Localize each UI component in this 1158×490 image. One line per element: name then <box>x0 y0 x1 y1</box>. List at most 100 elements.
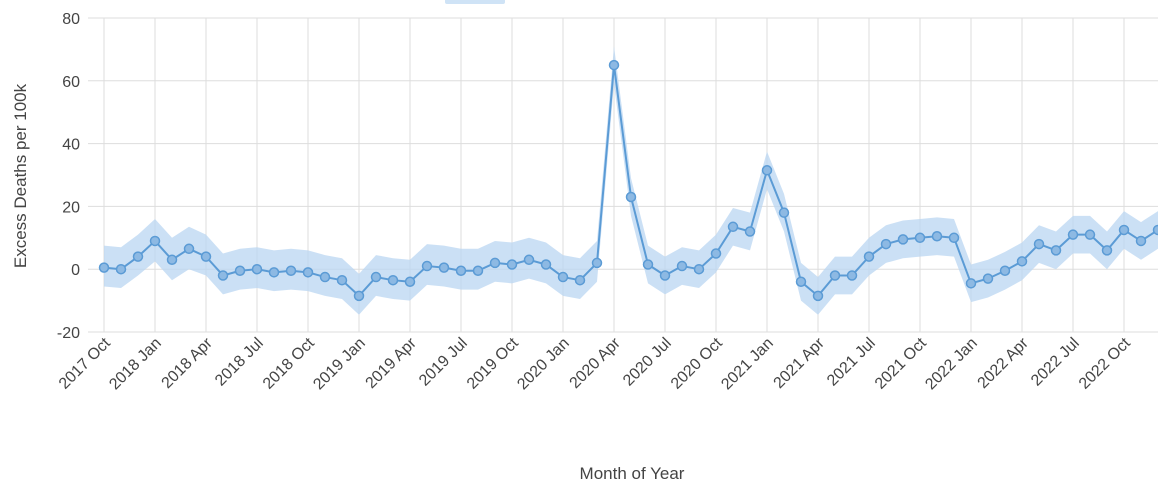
y-tick-label: 20 <box>62 199 80 216</box>
data-point[interactable] <box>761 165 773 176</box>
data-point[interactable] <box>863 251 875 262</box>
data-point[interactable] <box>421 260 433 272</box>
data-point[interactable] <box>115 263 127 275</box>
data-point[interactable] <box>183 243 195 255</box>
y-axis-ticks: -20 0 20 40 60 80 <box>57 11 80 342</box>
data-point[interactable] <box>132 251 144 262</box>
data-point[interactable] <box>506 259 518 270</box>
data-point[interactable] <box>404 276 416 288</box>
data-point[interactable] <box>1033 238 1045 250</box>
data-point[interactable] <box>710 248 722 259</box>
data-point[interactable] <box>744 226 756 237</box>
data-point[interactable] <box>472 265 484 277</box>
data-point[interactable] <box>727 221 739 233</box>
data-points-layer <box>98 59 1158 302</box>
y-tick-label: 40 <box>62 137 80 154</box>
data-point[interactable] <box>1101 245 1113 256</box>
x-tick-label: 2020 Apr <box>567 334 625 392</box>
data-point[interactable] <box>948 232 960 244</box>
data-point[interactable] <box>931 230 943 242</box>
x-tick-label: 2019 Jan <box>310 335 369 394</box>
confidence-band <box>104 46 1158 315</box>
x-tick-label: 2021 Oct <box>872 334 930 392</box>
x-tick-label: 2021 Jan <box>718 335 777 394</box>
x-tick-label: 2019 Oct <box>464 334 522 392</box>
data-point[interactable] <box>268 267 280 278</box>
data-point[interactable] <box>999 265 1011 277</box>
data-point[interactable] <box>217 270 229 281</box>
data-point[interactable] <box>1067 229 1079 240</box>
data-point[interactable] <box>574 274 586 286</box>
data-point[interactable] <box>523 254 535 266</box>
y-axis-title: Excess Deaths per 100k <box>11 83 30 268</box>
data-point[interactable] <box>1152 224 1158 236</box>
x-tick-label: 2019 Jul <box>416 335 471 390</box>
x-tick-label: 2018 Apr <box>159 334 217 392</box>
data-point[interactable] <box>795 276 807 288</box>
x-tick-label: 2018 Jul <box>212 335 267 390</box>
data-point[interactable] <box>285 265 297 277</box>
data-point[interactable] <box>149 235 161 247</box>
x-tick-label: 2022 Apr <box>975 334 1033 392</box>
x-tick-label: 2018 Oct <box>260 334 318 392</box>
data-point[interactable] <box>591 257 603 269</box>
data-point[interactable] <box>982 273 994 284</box>
data-point[interactable] <box>540 259 552 270</box>
data-point[interactable] <box>319 271 331 283</box>
y-tick-label: -20 <box>57 325 80 342</box>
y-tick-label: 0 <box>71 262 80 279</box>
confidence-band-layer <box>104 46 1158 315</box>
data-point[interactable] <box>676 260 688 272</box>
data-point[interactable] <box>251 263 263 275</box>
x-tick-label: 2022 Jul <box>1028 335 1083 390</box>
x-tick-label: 2018 Jan <box>106 335 165 394</box>
x-tick-label: 2020 Jul <box>620 335 675 390</box>
data-point[interactable] <box>1084 229 1096 240</box>
data-point[interactable] <box>829 270 841 281</box>
data-point[interactable] <box>557 271 569 283</box>
data-point[interactable] <box>353 290 365 302</box>
x-tick-label: 2020 Oct <box>668 334 726 392</box>
data-point[interactable] <box>98 262 110 273</box>
x-tick-label: 2019 Apr <box>363 334 421 392</box>
data-point[interactable] <box>812 290 824 302</box>
data-point[interactable] <box>625 191 637 203</box>
data-point[interactable] <box>489 257 501 269</box>
data-point[interactable] <box>897 234 909 245</box>
data-point[interactable] <box>1050 245 1062 256</box>
legend-swatch <box>445 0 505 4</box>
data-point[interactable] <box>166 254 178 266</box>
x-axis-title: Month of Year <box>580 464 685 483</box>
data-point[interactable] <box>200 251 212 262</box>
data-point[interactable] <box>302 267 314 278</box>
data-point[interactable] <box>846 270 858 281</box>
data-point[interactable] <box>387 274 399 286</box>
data-point[interactable] <box>438 262 450 273</box>
data-point[interactable] <box>778 207 790 218</box>
x-tick-label: 2017 Oct <box>56 334 114 392</box>
data-point[interactable] <box>693 263 705 275</box>
y-tick-label: 80 <box>62 11 80 28</box>
data-point[interactable] <box>1135 235 1147 247</box>
x-tick-label: 2020 Jan <box>514 335 573 394</box>
data-point[interactable] <box>1016 256 1028 267</box>
data-point[interactable] <box>965 278 977 289</box>
data-point[interactable] <box>234 265 246 277</box>
data-point[interactable] <box>880 238 892 250</box>
data-point[interactable] <box>608 59 620 71</box>
data-point[interactable] <box>914 232 926 244</box>
data-point[interactable] <box>659 270 671 281</box>
x-tick-label: 2022 Jan <box>922 335 981 394</box>
data-point[interactable] <box>336 274 348 286</box>
y-tick-label: 60 <box>62 74 80 91</box>
data-point[interactable] <box>455 265 467 277</box>
data-point[interactable] <box>370 271 382 283</box>
x-tick-label: 2021 Apr <box>771 334 829 392</box>
data-point[interactable] <box>1118 224 1130 236</box>
data-point[interactable] <box>642 259 654 270</box>
x-tick-label: 2022 Oct <box>1076 334 1134 392</box>
x-tick-label: 2021 Jul <box>824 335 879 390</box>
